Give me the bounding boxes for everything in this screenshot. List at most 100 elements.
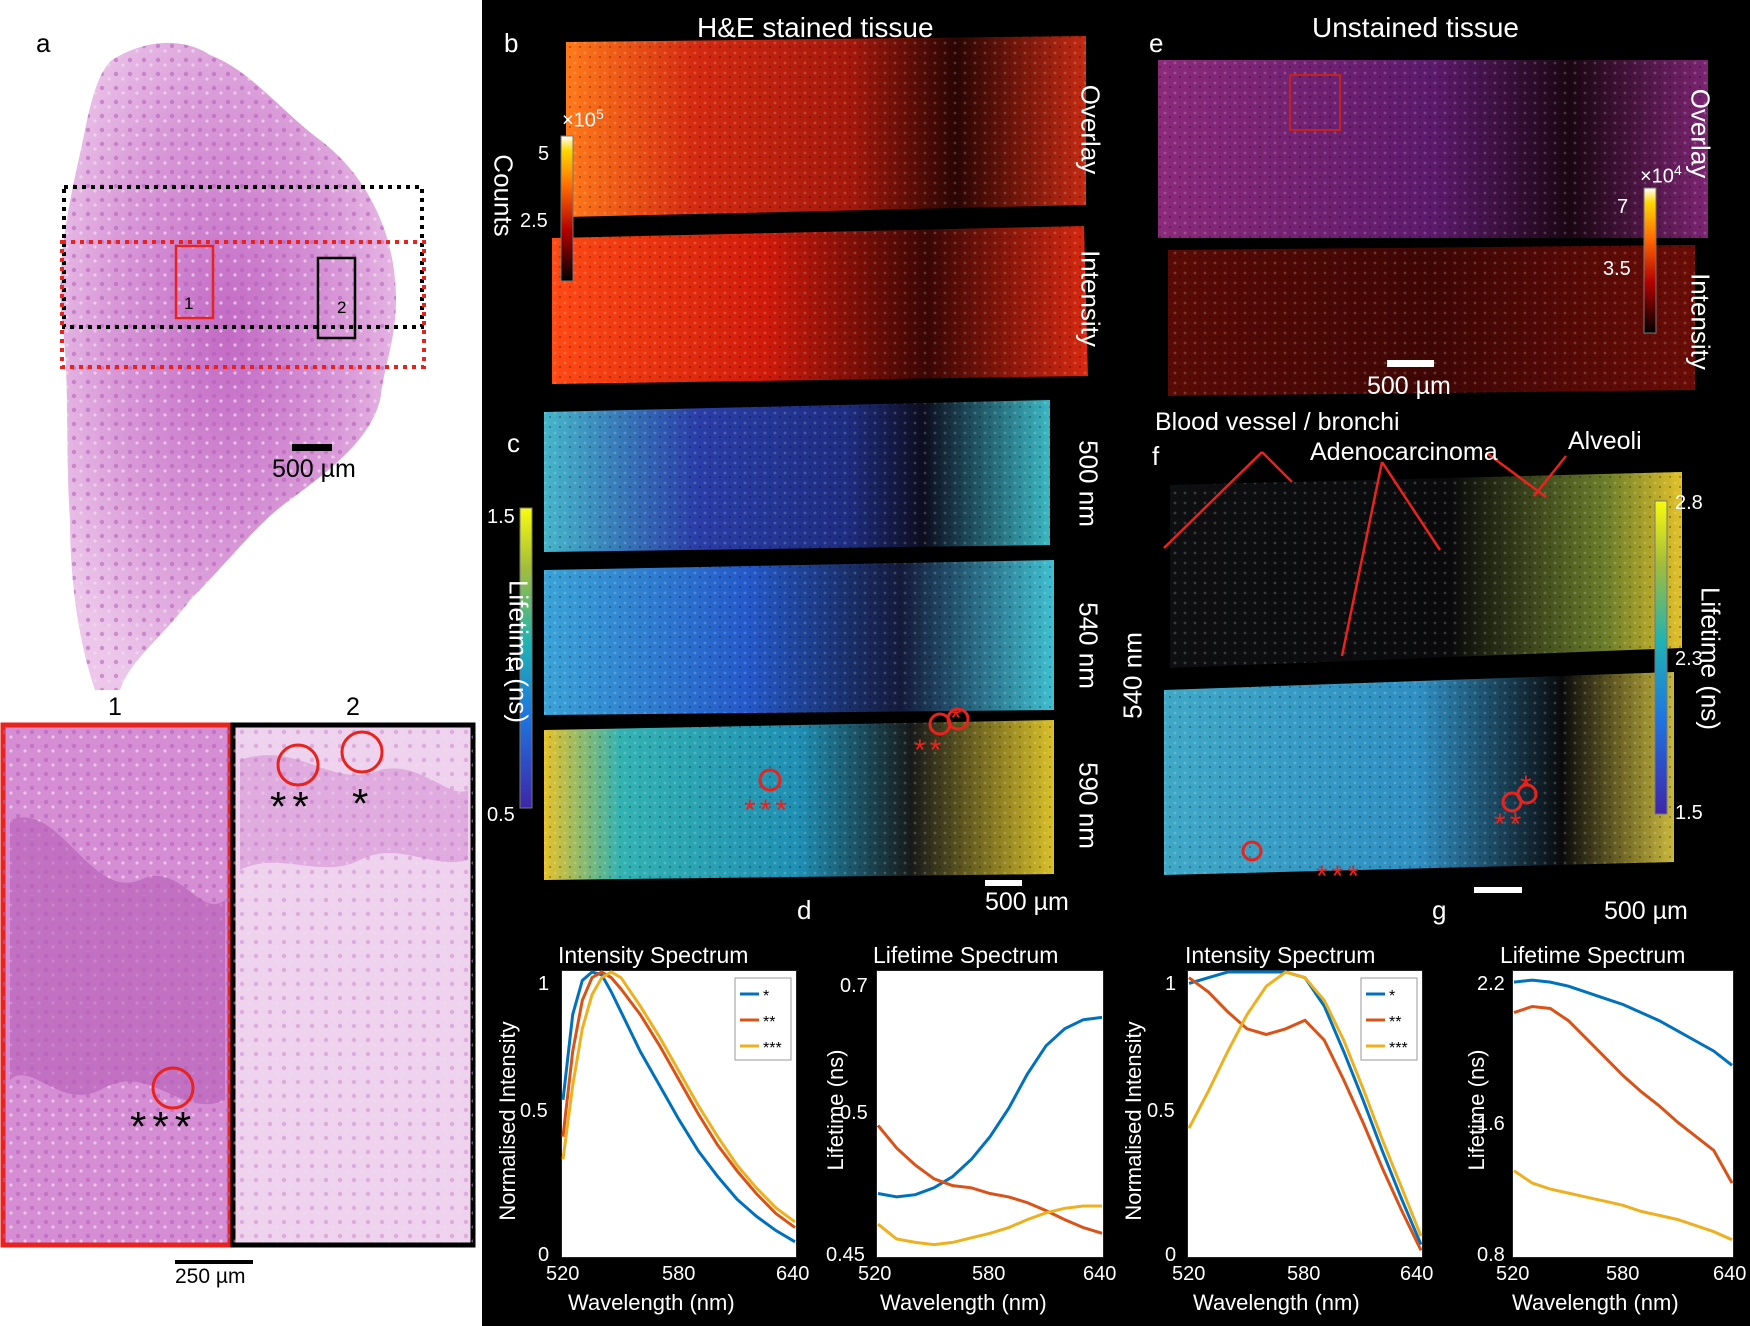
c-marker-one: * [950,702,962,735]
chart-1-ytick-0.5: 0.5 [520,1100,548,1122]
chart-3-xlabel: Wavelength (nm) [1193,1290,1360,1315]
inset-1-title: 1 [108,693,122,721]
f-marker-three: *** [1316,860,1364,893]
chart-4-ylabel: Lifetime (ns) [1464,1049,1489,1171]
marker-two-star: ** [270,783,315,830]
panel-a-tissue [0,42,476,1264]
c-cbar-tick-1: 1 [504,654,516,676]
panel-label-g: g [1432,895,1447,925]
chart-2-xtick-520: 520 [858,1263,892,1285]
he-header: H&E stained tissue [697,12,934,43]
b-overlay-label: Overlay [1075,84,1106,175]
chart-3-series-2-line [1188,976,1423,1251]
chart-3-xtick-640: 640 [1400,1263,1434,1285]
chart-3-xtick-520: 520 [1172,1263,1206,1285]
chart-4-xtick-580: 580 [1606,1263,1640,1285]
f-cbar-tick-1.5: 1.5 [1675,802,1703,824]
chart-2-ytick-0.45: 0.45 [826,1244,865,1266]
chart-3-ytick-0: 0 [1165,1244,1177,1266]
chart-2-xlabel: Wavelength (nm) [880,1290,1047,1315]
panel-label-d: d [797,895,812,925]
chart-2-xtick-640: 640 [1083,1263,1117,1285]
marker-three-star: *** [130,1103,198,1150]
chart-3-plot-area: * ** *** [1187,970,1423,1258]
f-cbar-tick-2.3: 2.3 [1675,648,1703,670]
chart-1-xlabel: Wavelength (nm) [568,1290,735,1315]
chart-4-ytick-1.6: 1.6 [1477,1113,1505,1135]
marker-one-star: * [352,780,369,827]
chart-3-ylabel: Normalised Intensity [1121,1021,1146,1221]
chart-3-legend-label-2: ** [1389,1014,1401,1031]
panel-label-b: b [504,28,519,58]
c-wl-540: 540 nm [1073,602,1104,689]
inset-scale-label: 250 µm [175,1265,246,1288]
chart-2-xtick-580: 580 [972,1263,1006,1285]
f-label-alveoli: Alveoli [1568,427,1642,455]
chart-2-plot-area [876,970,1104,1258]
chart-3-xtick-580: 580 [1287,1263,1321,1285]
e-cbar-tick-7: 7 [1617,196,1629,218]
chart-1-ytick-1: 1 [538,973,550,995]
e-scale-label: 500 µm [1367,372,1451,400]
chart-2-ytick-0.7: 0.7 [840,975,868,997]
chart-1-xtick-640: 640 [776,1263,810,1285]
chart-1-title: Intensity Spectrum [558,942,749,968]
c-cbar-tick-0.5: 0.5 [487,804,515,826]
chart-4-series-1-line [1513,978,1733,1067]
chart-2-series-3-line [877,1204,1102,1247]
b-colorbar-exponent: ×105 [562,106,604,132]
chart-3-ytick-0.5: 0.5 [1147,1100,1175,1122]
chart-1-legend-label-2: ** [763,1014,775,1031]
chart-1-legend-label-1: * [763,988,769,1005]
panel-label-c: c [507,428,520,458]
chart-1-frame [561,970,797,1258]
chart-3-legend-label-1: * [1389,988,1395,1005]
f-cbar-tick-2.8: 2.8 [1675,492,1703,514]
c-colorbar-label: Lifetime (ns) [503,579,534,724]
chart-2-title: Lifetime Spectrum [873,942,1059,968]
chart-4-xtick-520: 520 [1496,1263,1530,1285]
c-scale-label: 500 µm [985,888,1069,916]
panel-a-scale-label: 500 µm [272,455,356,483]
unstained-header: Unstained tissue [1312,12,1520,43]
chart-2-frame [876,970,1104,1258]
panel-label-a: a [36,28,51,58]
chart-4-ytick-0.8: 0.8 [1477,1244,1505,1266]
chart-4-plot-area [1512,970,1734,1258]
chart-1-legend-label-3: *** [763,1040,782,1057]
f-wl-label: 540 nm [1117,632,1148,719]
chart-4-xtick-640: 640 [1713,1263,1747,1285]
f-scale-label: 500 µm [1604,897,1688,925]
f-marker-two: ** [1494,808,1526,841]
chart-4-series-2-line [1513,1004,1734,1184]
chart-1-ylabel: Normalised Intensity [495,1021,520,1221]
c-wl-590: 590 nm [1073,762,1104,849]
chart-1-series-1-line [561,970,796,1244]
b-colorbar-label: Counts [488,154,519,237]
chart-4-ytick-2.2: 2.2 [1477,973,1505,995]
e-overlay-label: Overlay [1685,88,1716,179]
region-1-label: 1 [184,294,194,313]
region-2-label: 2 [337,298,347,317]
chart-1-xtick-520: 520 [546,1263,580,1285]
chart-3-title: Intensity Spectrum [1185,942,1376,968]
chart-2-series-2-line [876,1124,1103,1235]
chart-2-ytick-0.5: 0.5 [840,1102,868,1124]
b-intensity-label: Intensity [1075,250,1106,347]
chart-1-xtick-580: 580 [662,1263,696,1285]
c-marker-two: ** [914,734,946,767]
c-wl-500: 500 nm [1073,440,1104,527]
panel-label-e: e [1149,28,1164,58]
chart-3-frame [1187,970,1423,1258]
chart-4-xlabel: Wavelength (nm) [1512,1290,1679,1315]
chart-1-plot-area: * ** *** [561,970,797,1258]
chart-1-series-2-line [561,970,796,1229]
e-cbar-tick-3.5: 3.5 [1603,258,1631,280]
inset-2-title: 2 [346,693,360,721]
image-panels [519,36,1708,893]
chart-1-ytick-0: 0 [538,1244,550,1266]
f-label-vessel: Blood vessel / bronchi [1155,408,1400,436]
e-intensity-label: Intensity [1685,273,1716,370]
chart-3-legend-label-3: *** [1389,1040,1408,1057]
b-cbar-tick-5: 5 [538,143,550,165]
